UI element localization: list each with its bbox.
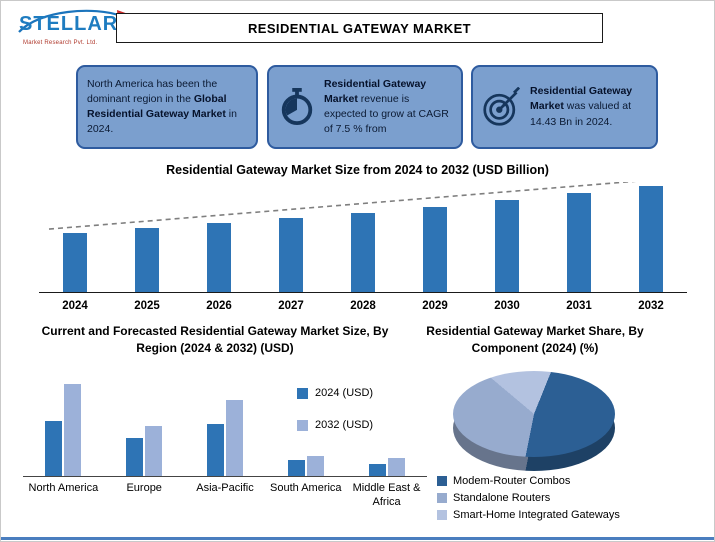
component-legend: Modem-Router Combos Standalone Routers S… [437,475,620,521]
year-label: 2031 [566,300,592,312]
region-chart-title: Current and Forecasted Residential Gatew… [41,324,389,355]
stellar-logo: STELLAR Market Research Pvt. Ltd. [9,6,133,46]
component-legend-item: Smart-Home Integrated Gateways [437,509,620,521]
component-pie-chart [453,371,615,473]
bar-south-america-2032-usd [306,456,324,476]
highlight-text: Residential Gateway Market was valued at… [530,85,633,128]
year-label: 2028 [350,300,376,312]
year-label: 2024 [62,300,88,312]
bar-2030 [495,200,519,292]
legend-marker-standalone [437,493,447,503]
legend-label: Modem-Router Combos [453,475,571,487]
bar-europe-2032-usd [145,426,163,476]
bar-cell [111,182,183,292]
highlight-card-cagr: Residential Gateway Market revenue is ex… [267,65,463,149]
bar-cell [471,182,543,292]
year-label: 2029 [422,300,448,312]
bar-asia-pacific-2032-usd [225,400,243,476]
region-bars [23,372,427,476]
legend-label: 2032 (USD) [315,419,374,431]
logo-tagline: Market Research Pvt. Ltd. [23,40,98,46]
legend-marker-2024 [297,387,308,399]
bar-south-america-2024-usd [287,460,305,476]
region-label: Asia-Pacific [196,482,254,494]
bar-group-middle-east-africa [346,458,427,476]
year-label: 2030 [494,300,520,312]
region-labels: North America Europe Asia-Pacific South Ame… [23,477,427,510]
yearly-bars [39,182,687,292]
market-size-chart: 2024 2025 2026 2027 2028 2029 2030 2031 2032 [39,182,687,312]
bar-cell [327,182,399,292]
legend-marker-2032 [297,419,308,431]
stopwatch-icon [278,87,316,127]
highlight-text: North America has been the dominant regi… [87,77,237,136]
bar-group-north-america [23,384,104,476]
legend-label: 2024 (USD) [315,387,374,399]
bar-2028 [351,213,375,292]
year-label: 2032 [638,300,664,312]
target-icon [482,87,522,127]
svg-text:STELLAR: STELLAR [19,13,118,35]
bar-cell [399,182,471,292]
page-title-text: RESIDENTIAL GATEWAY MARKET [248,20,471,36]
legend-label: Smart-Home Integrated Gateways [453,509,620,521]
region-legend-item: 2024 (USD) [297,387,373,399]
bar-europe-2024-usd [126,438,144,476]
region-legend-item: 2032 (USD) [297,419,373,431]
bar-2031 [567,193,591,292]
bar-2027 [279,218,303,292]
bar-north-america-2024-usd [45,421,63,476]
bar-group-asia-pacific [185,400,266,476]
bar-2024 [63,233,87,292]
bar-2025 [135,228,159,292]
bar-2029 [423,207,447,292]
bar-middle-east-africa-2032-usd [387,458,405,476]
market-size-plot-area [39,182,687,292]
bar-cell [39,182,111,292]
component-chart-title: Residential Gateway Market Share, By Com… [426,324,644,355]
year-label: 2025 [134,300,160,312]
pie-surface [453,371,615,457]
component-legend-item: Modem-Router Combos [437,475,620,487]
bar-2032 [639,186,663,292]
component-legend-item: Standalone Routers [437,492,620,504]
region-label: Middle East & Africa [352,482,421,508]
page-title: RESIDENTIAL GATEWAY MARKET [116,13,603,43]
highlight-card-dominant-region: North America has been the dominant regi… [76,65,258,149]
bar-cell [183,182,255,292]
bar-middle-east-africa-2024-usd [368,464,386,476]
legend-marker-modem-router [437,476,447,486]
year-label: 2027 [278,300,304,312]
bar-group-europe [104,426,185,476]
bar-cell [615,182,687,292]
x-axis [39,292,687,293]
region-x-axis [23,476,427,477]
region-legend: 2024 (USD) 2032 (USD) [297,387,373,431]
year-label: 2026 [206,300,232,312]
bar-asia-pacific-2024-usd [206,424,224,476]
region-label: North America [28,482,99,494]
region-chart: North America Europe Asia-Pacific South Ame… [23,372,427,510]
market-size-chart-title: Residential Gateway Market Size from 202… [166,163,549,177]
bar-cell [543,182,615,292]
highlight-card-valuation: Residential Gateway Market was valued at… [471,65,658,149]
logo-swoosh-icon: STELLAR [18,9,131,35]
bar-north-america-2032-usd [64,384,82,476]
bar-group-south-america [265,456,346,476]
region-label: Europe [126,482,162,494]
bar-cell [255,182,327,292]
legend-marker-smart-home [437,510,447,520]
highlight-text: Residential Gateway Market revenue is ex… [324,77,449,136]
yearly-labels: 2024 2025 2026 2027 2028 2029 2030 2031 2032 [39,293,687,312]
legend-label: Standalone Routers [453,492,551,504]
region-label: South America [270,482,342,494]
footer-rule [1,537,714,540]
bar-2026 [207,223,231,292]
